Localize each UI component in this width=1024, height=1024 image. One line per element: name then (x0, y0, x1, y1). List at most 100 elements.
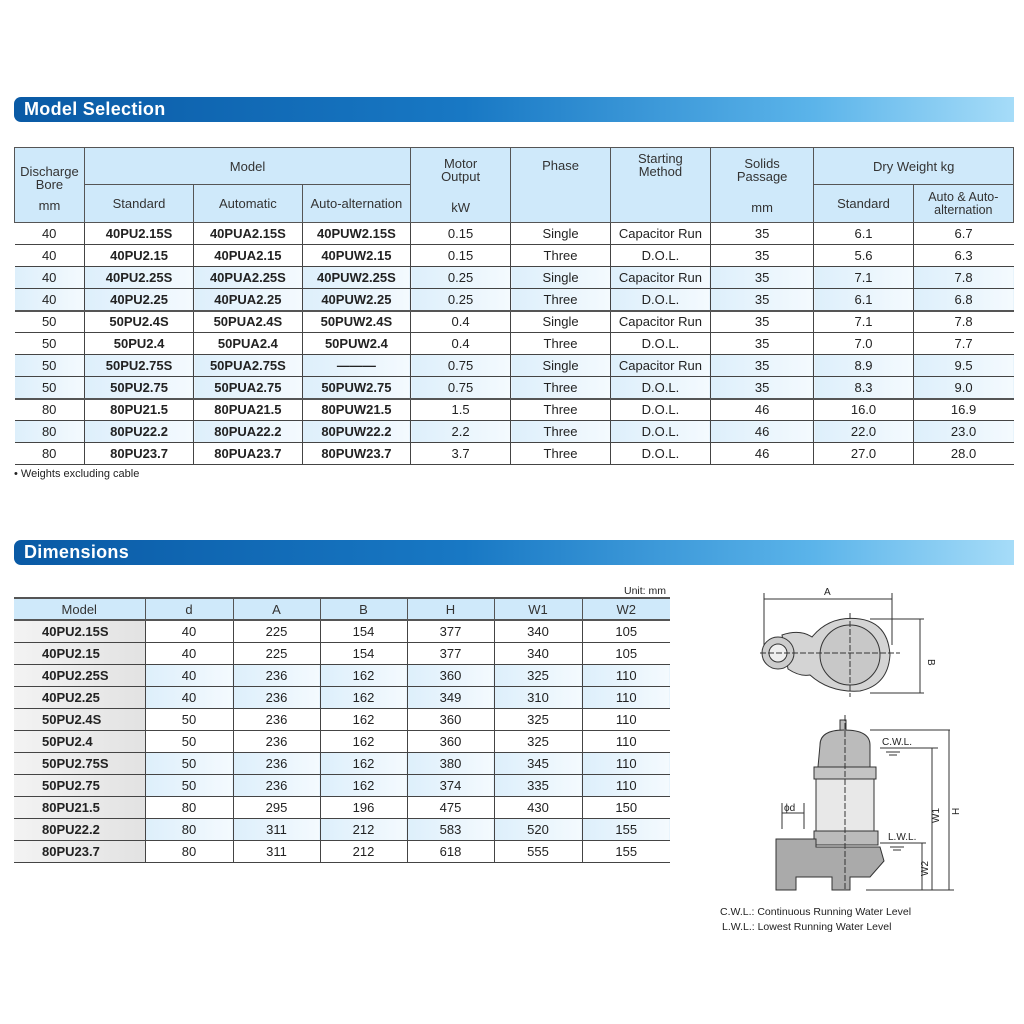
table-cell: 28.0 (912, 442, 1014, 465)
table-cell: 162 (319, 686, 407, 709)
table-cell: 40PU2.15S (83, 222, 194, 245)
table-cell: 50 (144, 730, 233, 753)
table-cell: D.O.L. (609, 420, 711, 443)
table-cell: 583 (406, 818, 494, 841)
table-cell: Three (510, 398, 611, 421)
table-cell: 50PU2.75S (14, 752, 145, 775)
table-cell: Three (510, 332, 611, 355)
table-cell: 0.15 (410, 244, 511, 267)
table-cell: 340 (493, 620, 582, 643)
table-cell: D.O.L. (609, 332, 711, 355)
table-cell: 22.0 (813, 420, 914, 443)
table-row: 40 40PU2.15 40PUA2.15 40PUW2.15 0.15 Three D.O… (14, 244, 1014, 267)
table-row: 50PU2.4S 50 236 162 360 325 110 (14, 708, 670, 731)
table-cell: 40PU2.15 (14, 642, 145, 665)
table-cell: 374 (406, 774, 494, 797)
header-bore: Discharge Bore mm (14, 147, 85, 223)
table-row: 40PU2.15 40 225 154 377 340 105 (14, 642, 670, 665)
table-cell: 225 (232, 642, 320, 665)
table-cell: 2.2 (410, 420, 511, 443)
table-cell: 345 (493, 752, 582, 775)
table-cell: Three (510, 376, 611, 400)
header-starting: Starting Method (609, 147, 711, 223)
table-row: 40PU2.25S 40 236 162 360 325 110 (14, 664, 670, 687)
table-cell: 40PUW2.25S (301, 266, 411, 289)
table-row: 50 50PU2.4S 50PUA2.4S 50PUW2.4S 0.4 Single Cap… (14, 310, 1014, 333)
header-dry-standard: Standard (813, 184, 914, 223)
table-cell: 6.7 (912, 222, 1014, 245)
table-cell: 6.1 (813, 222, 914, 245)
table-cell: 80PU23.7 (14, 840, 145, 863)
table-cell: 40 (14, 288, 85, 312)
table-cell: 7.0 (813, 332, 914, 355)
table-cell: 40PUA2.15 (193, 244, 303, 267)
table-cell: 80PUA23.7 (193, 442, 303, 465)
table-cell: 35 (709, 288, 814, 312)
table-cell: 105 (581, 620, 670, 643)
table-cell: 311 (232, 818, 320, 841)
legend-lwl: L.W.L.: Lowest Running Water Level (722, 921, 891, 933)
table-cell: 40PUA2.25 (193, 288, 303, 312)
table-cell: 50PU2.75S (83, 354, 194, 377)
label-d: ϕd (784, 803, 795, 814)
table-cell: 80PU22.2 (83, 420, 194, 443)
table-cell: 7.7 (912, 332, 1014, 355)
table-row: 80PU21.5 80 295 196 475 430 150 (14, 796, 670, 819)
table-cell: 520 (493, 818, 582, 841)
table-row: 50PU2.4 50 236 162 360 325 110 (14, 730, 670, 753)
table-cell: Capacitor Run (609, 354, 711, 377)
table-cell: 16.9 (912, 398, 1014, 421)
weights-note: • Weights excluding cable (14, 468, 140, 480)
table-cell: 162 (319, 774, 407, 797)
table-cell: 6.3 (912, 244, 1014, 267)
table-cell: 50PUA2.4S (193, 310, 303, 333)
table-cell: 80 (14, 442, 85, 465)
table-row: 40 40PU2.25 40PUA2.25 40PUW2.25 0.25 Three D.O… (14, 288, 1014, 312)
table-cell: 40PUW2.25 (301, 288, 411, 312)
table-cell: 430 (493, 796, 582, 819)
table-cell: 380 (406, 752, 494, 775)
table-cell: 80 (144, 840, 233, 863)
label-h: H (951, 808, 962, 815)
table-cell: Single (510, 266, 611, 289)
table-row: 40 40PU2.25S 40PUA2.25S 40PUW2.25S 0.25 Singl… (14, 266, 1014, 289)
table-cell: D.O.L. (609, 244, 711, 267)
table-cell: 325 (493, 708, 582, 731)
table-cell: 155 (581, 818, 670, 841)
table-cell: Capacitor Run (609, 222, 711, 245)
table-cell: 80PUW22.2 (301, 420, 411, 443)
table-cell: 40PU2.15 (83, 244, 194, 267)
table-cell: 360 (406, 708, 494, 731)
table-cell: 349 (406, 686, 494, 709)
table-cell: 236 (232, 774, 320, 797)
table-cell: 46 (709, 420, 814, 443)
column-header: W1 (493, 597, 582, 621)
table-cell: 9.0 (912, 376, 1014, 400)
table-cell: 80 (144, 818, 233, 841)
table-cell: 40 (14, 244, 85, 267)
table-row: 50PU2.75S 50 236 162 380 345 110 (14, 752, 670, 775)
column-header: d (144, 597, 233, 621)
table-cell: 7.1 (813, 266, 914, 289)
table-cell: 9.5 (912, 354, 1014, 377)
table-cell: 80PU22.2 (14, 818, 145, 841)
header-phase: Phase (510, 147, 611, 223)
table-cell: 162 (319, 730, 407, 753)
table-cell: 40PUW2.15 (301, 244, 411, 267)
table-cell: Capacitor Run (609, 310, 711, 333)
table-cell: Single (510, 222, 611, 245)
table-cell: 40PU2.25 (14, 686, 145, 709)
header-auto-alternation: Auto-alternation (301, 184, 412, 223)
table-cell: D.O.L. (609, 376, 711, 400)
table-cell: Three (510, 420, 611, 443)
table-cell: 6.1 (813, 288, 914, 312)
table-cell: 50PU2.4 (14, 730, 145, 753)
label-cwl: C.W.L. (882, 737, 912, 748)
unit-label: Unit: mm (624, 585, 666, 597)
table-cell: 3.7 (410, 442, 511, 465)
table-cell: 325 (493, 730, 582, 753)
table-cell: 50 (14, 376, 85, 400)
table-cell: 110 (581, 774, 670, 797)
table-cell: 40 (14, 266, 85, 289)
table-row: 80PU22.2 80 311 212 583 520 155 (14, 818, 670, 841)
